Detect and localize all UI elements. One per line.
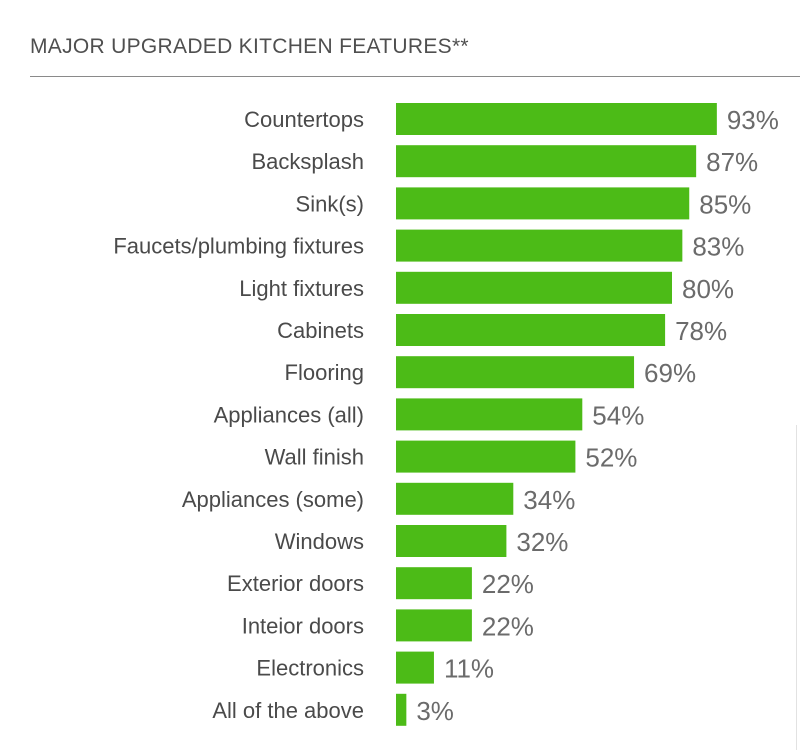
category-label: Inteior doors [242,613,364,638]
category-label: Exterior doors [227,571,364,596]
bar-row: Countertops 93% [244,103,779,135]
bar-row: Windows 32% [275,525,568,557]
category-label: Flooring [285,360,364,385]
category-label: All of the above [212,698,364,723]
bar-row: Electronics 11% [256,651,494,684]
value-label: 52% [585,443,637,473]
value-label: 3% [416,696,454,726]
bar-row: Cabinets 78% [277,314,727,346]
bar [396,525,507,557]
value-label: 93% [727,105,779,135]
bar-row: Exterior doors 22% [227,567,534,600]
value-label: 85% [699,189,751,219]
bar [396,145,697,178]
bar-row: Backsplash 87% [251,145,758,178]
value-label: 11% [444,654,494,684]
value-label: 80% [682,274,734,304]
bar-row: Sink(s) 85% [296,187,751,220]
value-label: 32% [516,527,568,557]
category-label: Backsplash [251,149,364,174]
bar-row: Wall finish 52% [265,440,637,473]
title-divider [30,76,800,77]
bar [396,103,717,135]
bar [396,651,434,684]
category-label: Wall finish [265,445,364,470]
value-label: 83% [692,232,744,262]
category-label: Countertops [244,107,364,132]
value-label: 54% [592,400,644,430]
bar [396,356,635,389]
bar [396,482,514,515]
value-label: 22% [482,611,534,641]
bar-row: Inteior doors 22% [242,609,534,642]
category-label: Sink(s) [296,191,364,216]
category-label: Faucets/plumbing fixtures [113,234,364,259]
bar [396,229,683,262]
category-label: Appliances (all) [214,402,364,427]
category-label: Windows [275,529,364,554]
value-label: 22% [482,569,534,599]
bar-row: All of the above 3% [212,693,454,726]
category-label: Light fixtures [239,276,364,301]
chart-title: MAJOR UPGRADED KITCHEN FEATURES** [30,35,469,58]
bar [396,398,583,431]
right-edge-divider [796,425,797,750]
bar [396,440,576,473]
bar-row: Appliances (some) 34% [182,482,575,515]
category-label: Cabinets [277,318,364,343]
value-label: 87% [706,147,758,177]
bar-row: Light fixtures 80% [239,271,734,304]
category-label: Electronics [256,656,364,681]
bar [396,271,672,304]
value-label: 78% [675,316,727,346]
value-label: 69% [644,358,696,388]
category-label: Appliances (some) [182,487,364,512]
value-label: 34% [523,485,575,515]
bar [396,609,472,642]
bar-row: Faucets/plumbing fixtures 83% [113,229,744,262]
bar [396,314,666,346]
bar [396,187,690,220]
bar-row: Appliances (all) 54% [214,398,644,431]
bar-row: Flooring 69% [285,356,696,389]
bar [396,693,407,726]
bar [396,567,472,600]
